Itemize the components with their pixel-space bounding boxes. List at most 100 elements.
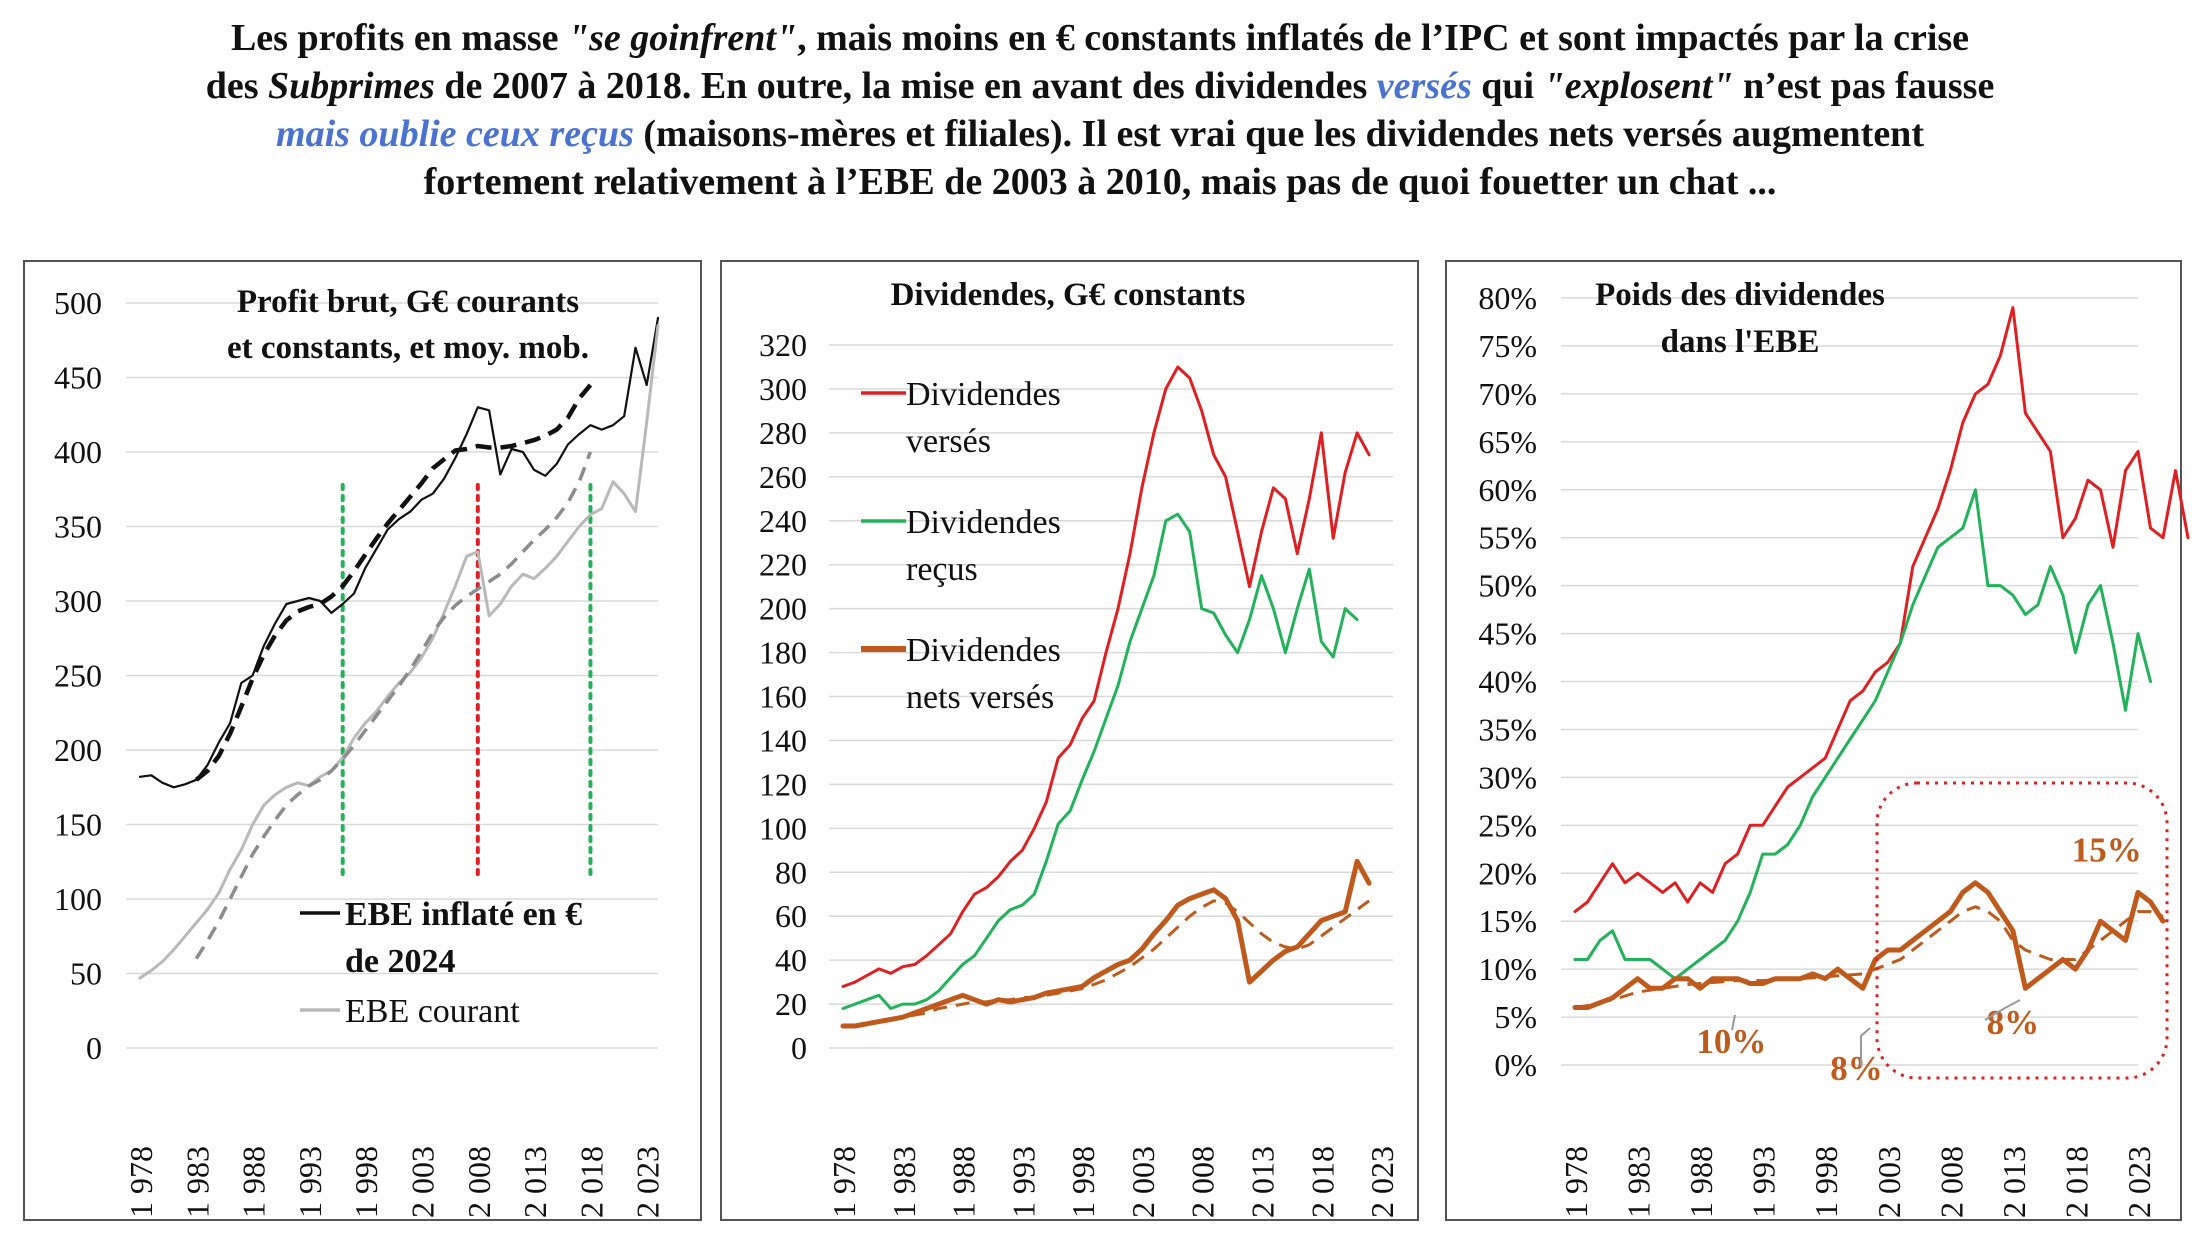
headline-line-4: fortement relativement à l’EBE de 2003 à… — [423, 161, 1777, 203]
x-tick-label: 2 013 — [517, 1146, 553, 1218]
legend-label: versés — [906, 423, 991, 460]
series-line — [843, 899, 1370, 1028]
legend-label: Dividendes — [906, 504, 1061, 541]
x-tick-label: 1 978 — [826, 1146, 862, 1218]
legend-label: de 2024 — [345, 943, 456, 980]
x-tick-label: 1 998 — [348, 1146, 384, 1218]
y-tick-label: 5% — [1494, 999, 1537, 1035]
legend-label: EBE inflaté en € — [345, 896, 582, 933]
chart-title: Poids des dividendes — [1595, 277, 1885, 313]
x-tick-label: 1 993 — [1005, 1146, 1041, 1218]
y-tick-label: 25% — [1478, 807, 1537, 843]
annotation-leader — [1984, 999, 2021, 1021]
x-tick-label: 2 023 — [2121, 1146, 2157, 1218]
x-tick-label: 1 993 — [1746, 1146, 1782, 1218]
series-line — [1573, 306, 2190, 914]
x-tick-label: 1 983 — [1621, 1146, 1657, 1218]
x-tick-label: 1 998 — [1065, 1146, 1101, 1218]
y-tick-label: 40 — [775, 942, 807, 978]
y-tick-label: 280 — [759, 415, 807, 451]
y-tick-label: 260 — [759, 459, 807, 495]
y-tick-label: 0% — [1494, 1047, 1537, 1083]
legend-label: Dividendes — [906, 632, 1061, 669]
headline-line-3: mais oublie ceux reçus (maisons-mères et… — [276, 113, 1924, 155]
series-line — [138, 316, 660, 789]
x-tick-label: 1 988 — [946, 1146, 982, 1218]
legend-label: Dividendes — [906, 376, 1061, 413]
y-tick-label: 250 — [54, 658, 102, 694]
headline-line-1: Les profits en masse "se goinfrent", mai… — [230, 17, 1970, 59]
y-tick-label: 50% — [1478, 568, 1537, 604]
headline-line-2: des Subprimes de 2007 à 2018. En outre, … — [205, 65, 1995, 107]
y-tick-label: 450 — [54, 360, 102, 396]
series-line — [194, 383, 593, 782]
x-tick-label: 2 008 — [461, 1146, 497, 1218]
y-tick-label: 300 — [54, 583, 102, 619]
x-tick-label: 2 013 — [1996, 1146, 2032, 1218]
y-tick-label: 180 — [759, 635, 807, 671]
x-tick-label: 2 003 — [405, 1146, 441, 1218]
y-tick-label: 140 — [759, 722, 807, 758]
annotation-label: 10% — [1696, 1022, 1766, 1061]
annotation-leader — [1860, 1027, 1871, 1066]
legend-label: reçus — [906, 551, 978, 588]
x-tick-label: 1 998 — [1808, 1146, 1844, 1218]
chart-3-panel — [1445, 260, 2182, 1221]
y-tick-label: 160 — [759, 679, 807, 715]
y-tick-label: 200 — [759, 591, 807, 627]
chart-title: Dividendes, G€ constants — [891, 277, 1246, 313]
x-tick-label: 1 978 — [1558, 1146, 1594, 1218]
x-tick-label: 1 988 — [1683, 1146, 1719, 1218]
y-tick-label: 75% — [1478, 328, 1537, 364]
x-tick-label: 1 983 — [886, 1146, 922, 1218]
series-line — [840, 858, 1372, 1029]
y-tick-label: 220 — [759, 547, 807, 583]
annotation-label: 8% — [1987, 1003, 2040, 1042]
annotation-label: 15% — [2072, 830, 2142, 869]
x-tick-label: 1 983 — [179, 1146, 215, 1218]
chart-dividendes: 0 20 40 60 80 100 120 140 160 180 200 220 240 260 280 3… — [759, 277, 1400, 1218]
y-tick-label: 30% — [1478, 759, 1537, 795]
y-tick-label: 70% — [1478, 376, 1537, 412]
y-tick-label: 45% — [1478, 616, 1537, 652]
y-tick-label: 40% — [1478, 664, 1537, 700]
y-tick-label: 65% — [1478, 424, 1537, 460]
y-tick-label: 20 — [775, 986, 807, 1022]
x-tick-label: 2 008 — [1933, 1146, 1969, 1218]
y-tick-label: 55% — [1478, 520, 1537, 556]
legend-label: nets versés — [906, 679, 1054, 716]
y-tick-label: 80% — [1478, 280, 1537, 316]
y-tick-label: 15% — [1478, 903, 1537, 939]
y-tick-label: 80 — [775, 854, 807, 890]
annotation-label: 8% — [1830, 1049, 1883, 1088]
y-tick-label: 35% — [1478, 711, 1537, 747]
chart-title: Profit brut, G€ courants — [237, 284, 579, 320]
chart-1-panel — [23, 260, 702, 1221]
y-tick-label: 10% — [1478, 951, 1537, 987]
x-tick-label: 1 978 — [123, 1146, 159, 1218]
x-tick-label: 2 018 — [2058, 1146, 2094, 1218]
series-line — [1574, 905, 2164, 1009]
y-tick-label: 400 — [54, 434, 102, 470]
x-tick-label: 2 003 — [1125, 1146, 1161, 1218]
legend-label: EBE courant — [345, 993, 520, 1030]
x-tick-label: 1 988 — [236, 1146, 272, 1218]
y-tick-label: 60% — [1478, 472, 1537, 508]
series-line — [194, 451, 593, 960]
x-tick-label: 2 018 — [1304, 1146, 1340, 1218]
headline: Les profits en masse "se goinfrent", mai… — [0, 14, 2200, 206]
series-line — [1572, 880, 2166, 1010]
y-tick-label: 0 — [86, 1030, 102, 1066]
x-tick-label: 2 013 — [1244, 1146, 1280, 1218]
series-line — [1573, 488, 2152, 981]
x-tick-label: 2 003 — [1871, 1146, 1907, 1218]
y-tick-label: 20% — [1478, 855, 1537, 891]
x-tick-label: 1 993 — [292, 1146, 328, 1218]
y-tick-label: 150 — [54, 807, 102, 843]
x-tick-label: 2 023 — [630, 1146, 666, 1218]
y-tick-label: 500 — [54, 285, 102, 321]
chart-title: dans l'EBE — [1661, 324, 1820, 360]
y-tick-label: 60 — [775, 898, 807, 934]
y-tick-label: 300 — [759, 371, 807, 407]
